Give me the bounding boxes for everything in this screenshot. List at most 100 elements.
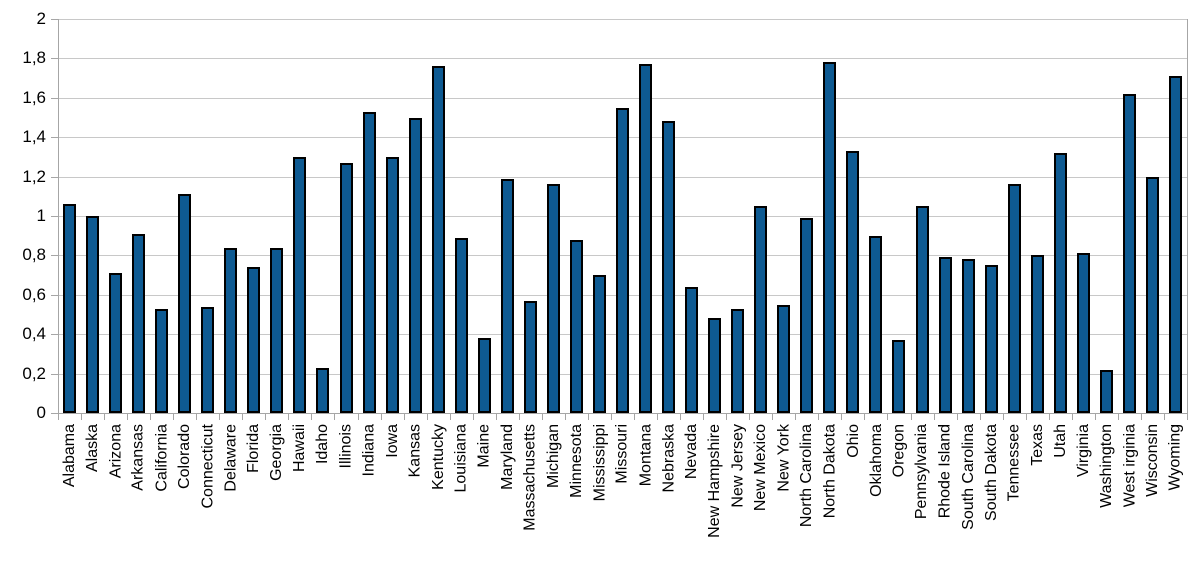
plot-right-border bbox=[1187, 19, 1188, 413]
y-tick bbox=[51, 255, 58, 257]
x-tick-label: Texas bbox=[1028, 424, 1046, 466]
x-tick-label: Connecticut bbox=[199, 424, 217, 509]
x-tick-label: New Hampshire bbox=[706, 424, 724, 538]
x-tick-label: Oregon bbox=[890, 424, 908, 478]
bar-oregon bbox=[892, 340, 906, 413]
x-tick bbox=[910, 413, 912, 420]
y-tick-label: 1,8 bbox=[22, 48, 46, 68]
y-tick bbox=[51, 216, 58, 217]
bar-arkansas bbox=[132, 233, 146, 413]
bar-pennsylvania bbox=[915, 206, 929, 413]
bar-colorado bbox=[178, 194, 192, 413]
x-tick-label: Wisconsin bbox=[1143, 424, 1161, 497]
x-tick bbox=[1117, 413, 1119, 420]
x-tick-label: Iowa bbox=[383, 424, 401, 458]
x-tick-label: Alabama bbox=[61, 424, 79, 488]
bar-kansas bbox=[408, 117, 422, 413]
x-tick bbox=[657, 413, 659, 420]
x-tick-label: Kentucky bbox=[429, 424, 447, 490]
x-tick bbox=[403, 413, 405, 420]
x-tick-label: Missouri bbox=[614, 424, 631, 484]
y-tick bbox=[51, 58, 58, 60]
bar-south-dakota bbox=[984, 265, 998, 413]
bar-new-jersey bbox=[731, 308, 745, 413]
bar-louisiana bbox=[454, 237, 468, 413]
bar-hawaii bbox=[293, 156, 307, 413]
bar-iowa bbox=[385, 156, 399, 413]
x-tick-label: Washington bbox=[1097, 424, 1115, 508]
bar-alabama bbox=[63, 204, 77, 413]
x-tick bbox=[1048, 413, 1050, 420]
x-tick bbox=[311, 413, 313, 420]
y-tick-label: 1,6 bbox=[22, 87, 46, 107]
x-tick bbox=[979, 413, 981, 420]
gridline bbox=[58, 97, 1187, 99]
x-tick-label: New Jersey bbox=[729, 424, 747, 508]
x-tick bbox=[956, 413, 958, 420]
x-tick-label: Pennsylvania bbox=[913, 424, 931, 520]
x-tick-label: North Carolina bbox=[798, 424, 816, 528]
x-tick-label: Hawaii bbox=[291, 424, 309, 473]
bar-michigan bbox=[546, 184, 560, 413]
x-tick bbox=[680, 413, 682, 420]
x-tick bbox=[81, 413, 83, 420]
x-tick-label: South Dakota bbox=[982, 424, 1000, 521]
y-tick bbox=[51, 294, 58, 296]
x-tick-label: Montana bbox=[637, 424, 655, 487]
x-tick bbox=[173, 413, 175, 420]
x-tick-label: Arizona bbox=[107, 424, 125, 479]
bar-alaska bbox=[86, 216, 100, 413]
y-tick-label: 1,4 bbox=[22, 127, 46, 147]
x-tick bbox=[1002, 413, 1004, 420]
x-tick bbox=[472, 413, 474, 420]
bar-missouri bbox=[616, 107, 629, 413]
bar-maryland bbox=[500, 178, 514, 413]
bar-new-york bbox=[777, 304, 791, 413]
x-tick bbox=[887, 413, 889, 420]
y-tick-label: 0,2 bbox=[22, 363, 46, 383]
x-tick bbox=[703, 413, 705, 420]
x-tick-label: Michigan bbox=[544, 424, 562, 489]
y-tick bbox=[51, 137, 58, 139]
bar-minnesota bbox=[569, 239, 583, 413]
x-tick bbox=[518, 413, 520, 420]
gridline bbox=[58, 58, 1187, 60]
x-tick-label: Oklahoma bbox=[867, 424, 885, 497]
x-tick-label: Ohio bbox=[844, 424, 862, 458]
bar-utah bbox=[1053, 152, 1067, 413]
bar-california bbox=[155, 308, 169, 413]
x-tick-label: North Dakota bbox=[821, 424, 839, 519]
x-tick-label: South Carolina bbox=[959, 424, 977, 530]
x-tick bbox=[1025, 413, 1027, 420]
x-tick bbox=[265, 413, 267, 420]
y-tick bbox=[51, 413, 58, 414]
x-tick-label: Alaska bbox=[84, 424, 102, 473]
x-tick-label: New Mexico bbox=[752, 424, 770, 512]
y-tick-label: 1 bbox=[36, 206, 46, 225]
x-tick-label: Wyoming bbox=[1166, 424, 1184, 491]
x-tick bbox=[1071, 413, 1073, 420]
bar-nevada bbox=[685, 286, 699, 413]
x-tick bbox=[795, 413, 797, 420]
bar-virginia bbox=[1076, 253, 1090, 413]
x-tick-label: Arkansas bbox=[130, 424, 148, 491]
y-tick-label: 0,8 bbox=[22, 245, 46, 265]
y-tick bbox=[51, 334, 58, 336]
x-tick bbox=[334, 413, 336, 420]
y-tick-label: 0 bbox=[36, 403, 46, 422]
x-tick bbox=[1163, 413, 1165, 420]
x-tick-label: Delaware bbox=[222, 424, 240, 492]
bar-new-hampshire bbox=[708, 318, 722, 413]
bar-ohio bbox=[846, 150, 860, 413]
y-axis bbox=[58, 19, 59, 413]
bar-wyoming bbox=[1168, 76, 1182, 413]
x-tick bbox=[541, 413, 543, 420]
y-tick bbox=[51, 19, 58, 20]
y-tick-label: 0,4 bbox=[22, 324, 46, 344]
x-tick bbox=[127, 413, 129, 420]
bar-massachusetts bbox=[523, 300, 537, 413]
bar-nebraska bbox=[662, 121, 676, 413]
bar-south-carolina bbox=[961, 259, 975, 413]
gridline bbox=[58, 19, 1187, 20]
bar-texas bbox=[1030, 255, 1044, 413]
